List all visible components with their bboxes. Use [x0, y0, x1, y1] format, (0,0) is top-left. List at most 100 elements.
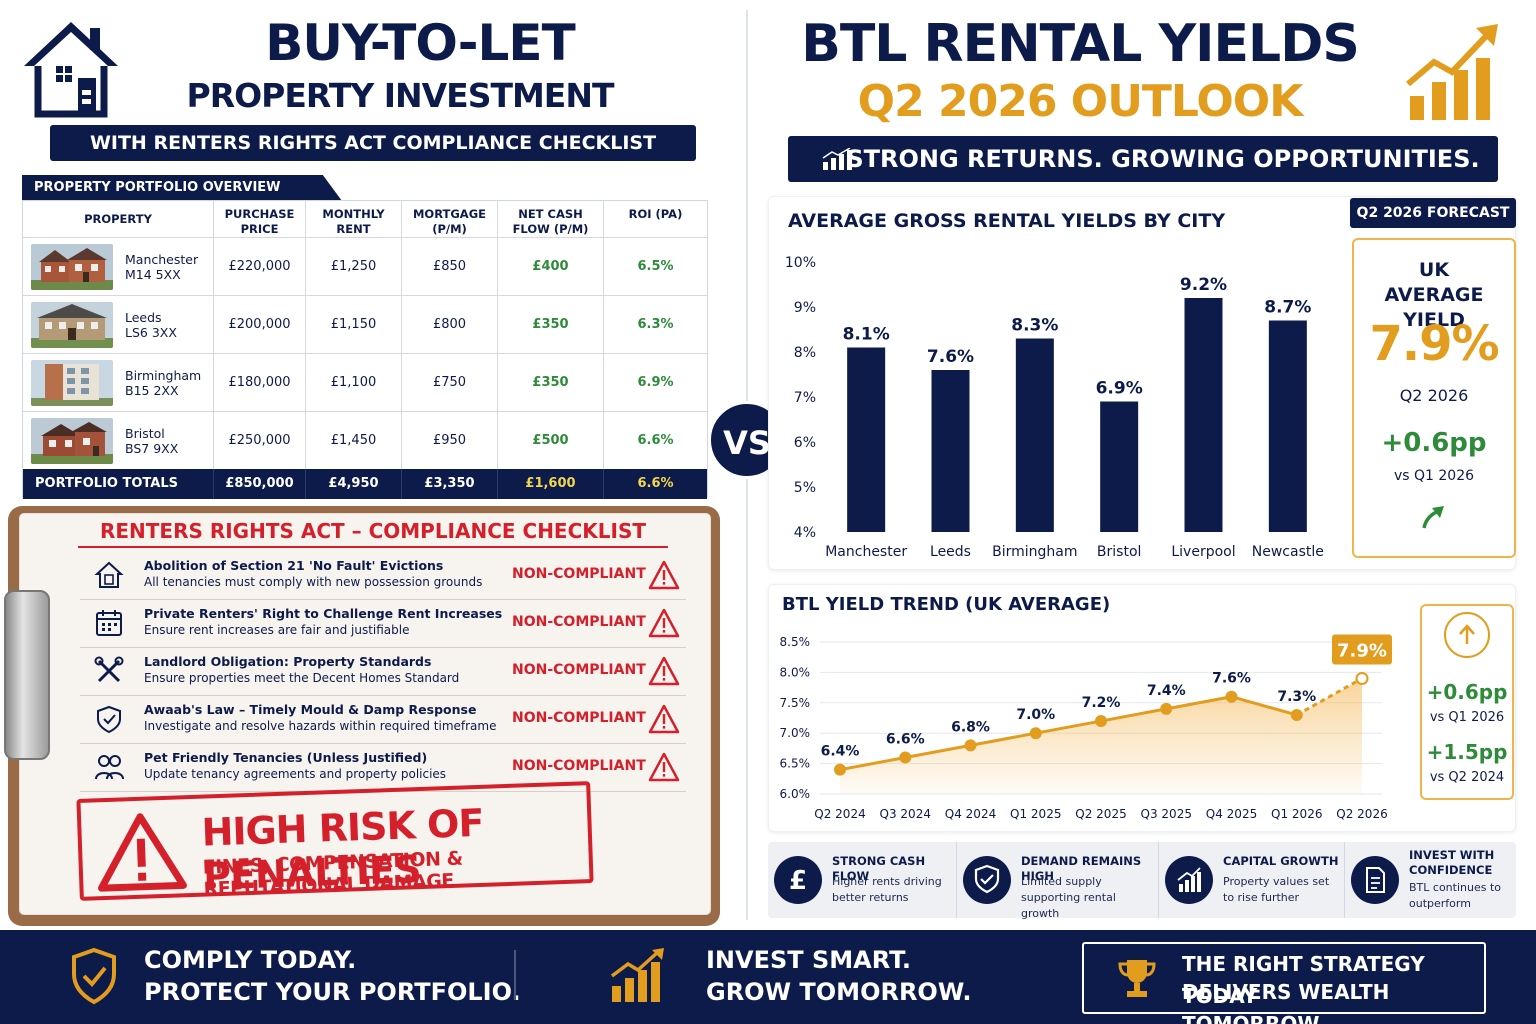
checklist-subtext: All tenancies must comply with new posse…	[144, 575, 483, 589]
property-photo	[31, 302, 113, 348]
uk-average-label: UK AVERAGE YIELD	[1384, 259, 1484, 331]
header-property: PROPERTY	[23, 201, 214, 237]
y-tick-label: 4%	[794, 525, 816, 541]
forecast-tab: Q2 2026 FORECAST	[1350, 198, 1516, 228]
checklist-title: RENTERS RIGHTS ACT – COMPLIANCE CHECKLIS…	[78, 516, 668, 548]
bar-chart-panel	[768, 196, 1516, 570]
bar	[847, 347, 886, 532]
feature-item: £ STRONG CASH FLOW Higher rents driving …	[768, 842, 954, 918]
arrow-up-icon	[1444, 612, 1490, 658]
trend-point	[964, 739, 977, 752]
trend-change-1: +0.6pp	[1426, 680, 1508, 704]
warning-icon	[648, 560, 680, 590]
checklist-item: Abolition of Section 21 'No Fault' Evict…	[80, 552, 686, 600]
cell-cashflow: £350	[498, 354, 604, 412]
checklist-subtext: Investigate and resolve hazards within r…	[144, 719, 497, 733]
header-mortgage: MORTGAGE (P/M)	[402, 201, 498, 237]
trend-point	[899, 751, 912, 764]
y-tick-label: 8.5%	[780, 635, 811, 649]
y-tick-label: 7.0%	[780, 726, 811, 740]
totals-label: PORTFOLIO TOTALS	[23, 469, 214, 499]
warning-icon	[648, 656, 680, 686]
table-row: Manchester M14 5XX £220,000 £1,250 £850 £…	[23, 237, 707, 296]
header-monthly-rent: MONTHLY RENT	[306, 201, 402, 237]
warning-icon	[648, 608, 680, 638]
portfolio-tab: PROPERTY PORTFOLIO OVERVIEW	[22, 175, 342, 201]
checklist-heading: Abolition of Section 21 'No Fault' Evict…	[144, 558, 444, 573]
x-tick-label: Q3 2025	[1141, 807, 1192, 821]
trend-chart: 6.0% 6.5% 7.0% 7.5% 8.0% 8.5% 6.4% Q2 2024 6.6% Q…	[780, 634, 1392, 821]
trend-vs-2: vs Q2 2024	[1429, 770, 1505, 785]
trend-change-card: +0.6pp vs Q1 2026 +1.5pp vs Q2 2024	[1420, 604, 1514, 800]
clipboard-clip	[4, 590, 50, 760]
trend-value-label: 7.0%	[1016, 707, 1055, 723]
cell-price: £180,000	[214, 354, 306, 412]
people-icon	[95, 755, 124, 780]
checklist-item: Awaab's Law – Timely Mould & Damp Respon…	[80, 696, 686, 744]
document-icon	[1351, 856, 1399, 904]
footer-left-line2: PROTECT YOUR PORTFOLIO.	[144, 978, 521, 1006]
table-row: Bristol BS7 9XX £250,000 £1,450 £950 £500…	[23, 411, 707, 470]
shield-check-icon	[963, 856, 1011, 904]
x-tick-label: Manchester	[825, 544, 907, 560]
totals-rent: £4,950	[306, 469, 402, 499]
footer: COMPLY TODAY. PROTECT YOUR PORTFOLIO. IN…	[0, 930, 1536, 1024]
footer-right-line1: THE RIGHT STRATEGY TODAY	[1182, 952, 1425, 1008]
shield-check-icon	[97, 705, 121, 734]
x-tick-label: Q2 2026	[1336, 807, 1387, 821]
trend-chart-title: BTL YIELD TREND (UK AVERAGE)	[782, 594, 1111, 615]
cell-roi: 6.5%	[637, 259, 674, 274]
checklist-item: Landlord Obligation: Property Standards …	[80, 648, 686, 696]
cell-cashflow: £400	[498, 238, 604, 296]
trend-value-label: 6.4%	[821, 744, 860, 760]
trend-value-label: 7.4%	[1147, 683, 1186, 699]
tools-icon	[94, 656, 124, 683]
cell-roi: 6.6%	[637, 433, 674, 448]
warning-icon	[648, 752, 680, 782]
uk-average-card: UK AVERAGE YIELD 7.9% Q2 2026 +0.6pp vs …	[1352, 238, 1516, 558]
property-address: Birmingham B15 2XX	[125, 368, 202, 398]
x-tick-label: Q3 2024	[880, 807, 931, 821]
property-address: Bristol BS7 9XX	[125, 426, 179, 456]
footer-mid-line1: INVEST SMART.	[706, 946, 911, 974]
cell-price: £250,000	[214, 412, 306, 470]
totals-cashflow: £1,600	[498, 469, 604, 499]
uk-average-value: 7.9%	[1369, 316, 1499, 372]
cell-roi: 6.9%	[637, 375, 674, 390]
feature-item: CAPITAL GROWTH Property values set to ri…	[1158, 842, 1344, 918]
pound-icon: £	[774, 856, 822, 904]
shield-check-icon	[72, 947, 116, 1005]
trend-forecast-line	[1296, 677, 1363, 717]
bar-value-label: 8.7%	[1264, 298, 1311, 318]
penalty-stamp: HIGH RISK OF PENALTIES FINES, COMPENSATI…	[76, 781, 594, 901]
trend-vs-1: vs Q1 2026	[1429, 710, 1505, 725]
trend-value-label: 6.8%	[951, 719, 990, 735]
checklist-heading: Landlord Obligation: Property Standards	[144, 654, 432, 669]
bar-chart-icon	[822, 148, 852, 170]
checklist-subtext: Ensure properties meet the Decent Homes …	[144, 671, 460, 685]
status-non-compliant: NON-COMPLIANT	[512, 710, 646, 726]
trend-callout	[1332, 634, 1392, 665]
property-address: Leeds LS6 3XX	[125, 310, 177, 340]
feature-heading: DEMAND REMAINS HIGH	[1021, 854, 1142, 883]
bar	[1268, 320, 1307, 532]
x-tick-label: Newcastle	[1252, 544, 1324, 560]
trend-point	[1095, 715, 1107, 728]
feature-heading: INVEST WITH CONFIDENCE	[1409, 848, 1495, 877]
trend-point	[1225, 690, 1238, 703]
portfolio-table: PROPERTY PURCHASE PRICE MONTHLY RENT MOR…	[22, 200, 708, 499]
trend-value-label: 6.6%	[886, 732, 925, 748]
page-title-right: BTL RENTAL YIELDS	[801, 14, 1360, 74]
checklist-paper	[20, 514, 710, 914]
checklist-subtext: Update tenancy agreements and property p…	[144, 767, 447, 781]
cell-mortgage: £800	[402, 296, 498, 354]
bar-value-label: 8.1%	[843, 325, 890, 345]
portfolio-totals-row: PORTFOLIO TOTALS £850,000 £4,950 £3,350 …	[23, 469, 707, 499]
cell-rent: £1,100	[306, 354, 402, 412]
x-tick-label: Q2 2025	[1075, 807, 1126, 821]
cell-mortgage: £750	[402, 354, 498, 412]
x-tick-label: Q4 2024	[945, 807, 996, 821]
x-tick-label: Q4 2025	[1206, 807, 1257, 821]
bar-value-label: 9.2%	[1180, 275, 1227, 295]
growth-chart-icon	[1406, 24, 1498, 120]
